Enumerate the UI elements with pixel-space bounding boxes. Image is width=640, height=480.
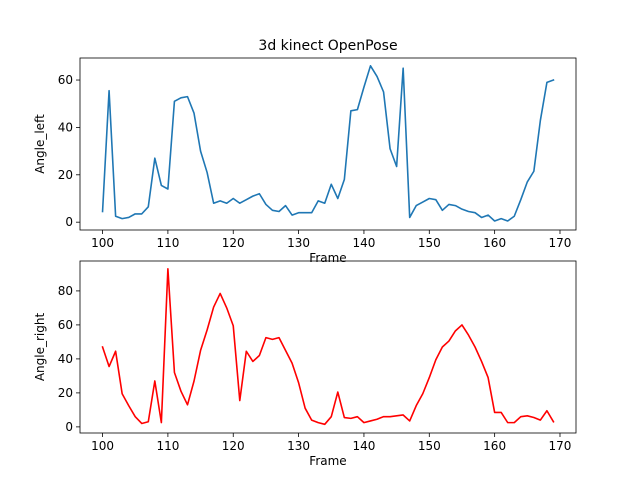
x-tick-label: 170 bbox=[549, 236, 572, 250]
x-tick-label: 150 bbox=[418, 236, 441, 250]
y-tick-label: 20 bbox=[58, 168, 73, 182]
y-tick-label: 0 bbox=[65, 420, 73, 434]
x-tick-label: 130 bbox=[287, 439, 310, 453]
y-tick-label: 80 bbox=[58, 284, 73, 298]
axes-frame bbox=[79, 260, 577, 434]
x-tick-label: 110 bbox=[156, 439, 179, 453]
y-axis-label: Angle_left bbox=[33, 114, 47, 174]
x-tick-label: 110 bbox=[156, 236, 179, 250]
y-tick-label: 60 bbox=[58, 318, 73, 332]
x-tick-label: 160 bbox=[483, 439, 506, 453]
y-axis-label: Angle_right bbox=[33, 313, 47, 382]
chart-panel-2: 100 110 120 130 140 150 160 170 0 20 40 60 80 Frame An… bbox=[33, 260, 577, 468]
x-tick-label: 130 bbox=[287, 236, 310, 250]
x-tick-label: 160 bbox=[483, 236, 506, 250]
x-tick-label: 140 bbox=[352, 236, 375, 250]
x-tick-label: 100 bbox=[91, 439, 114, 453]
charts: 100 110 120 130 140 150 160 170 0 20 40 60 Frame Angl… bbox=[33, 38, 577, 468]
x-tick-label: 140 bbox=[352, 439, 375, 453]
x-axis-label: Frame bbox=[309, 454, 346, 468]
chart-panel-1: 100 110 120 130 140 150 160 170 0 20 40 60 Frame Angl… bbox=[33, 38, 577, 265]
series-line-2-1 bbox=[101, 268, 555, 426]
y-tick-label: 20 bbox=[58, 386, 73, 400]
y-tick-label: 40 bbox=[58, 352, 73, 366]
x-tick-label: 100 bbox=[91, 236, 114, 250]
x-tick-label: 150 bbox=[418, 439, 441, 453]
x-tick-label: 120 bbox=[222, 236, 245, 250]
y-tick-label: 60 bbox=[58, 73, 73, 87]
chart-title: 3d kinect OpenPose bbox=[258, 38, 397, 54]
x-tick-label: 120 bbox=[222, 439, 245, 453]
x-tick-label: 170 bbox=[549, 439, 572, 453]
series-line-1-1 bbox=[101, 65, 555, 222]
y-tick-label: 0 bbox=[65, 215, 73, 229]
x-axis-label: Frame bbox=[309, 251, 346, 265]
y-tick-label: 40 bbox=[58, 120, 73, 134]
axes-frame bbox=[79, 57, 577, 231]
